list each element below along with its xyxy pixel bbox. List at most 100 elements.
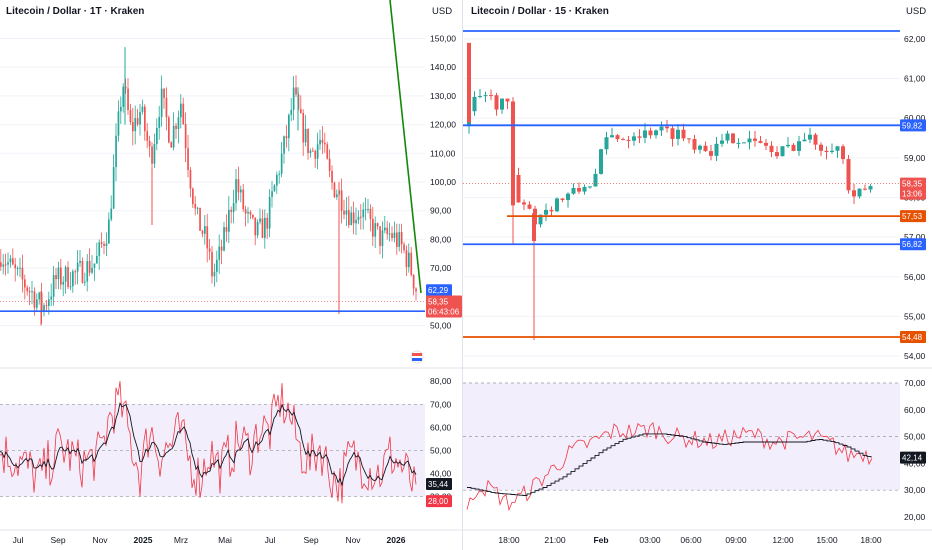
price-tick-label: 100,00 xyxy=(430,177,456,187)
candle-body xyxy=(472,96,477,112)
candle-body xyxy=(412,274,415,289)
candle-body xyxy=(868,186,873,190)
candle-body xyxy=(753,138,757,141)
candle-body xyxy=(141,106,144,112)
candle-big xyxy=(532,213,536,242)
candle-body xyxy=(544,209,548,215)
candle-body xyxy=(96,255,98,264)
candle-body xyxy=(648,130,653,136)
candle-body xyxy=(235,179,237,203)
candle-body xyxy=(304,128,307,143)
candle-body xyxy=(769,145,774,153)
candle-body xyxy=(160,88,163,117)
price-tick-label: 120,00 xyxy=(430,120,456,130)
candle-body xyxy=(218,246,221,260)
candle-body xyxy=(60,267,62,285)
candle-body xyxy=(522,202,526,205)
candle-body xyxy=(108,219,110,244)
candle-body xyxy=(381,230,384,247)
candle-body xyxy=(201,230,204,234)
candle-body xyxy=(103,244,105,246)
price-tick-label: 130,00 xyxy=(430,91,456,101)
candle-body xyxy=(415,288,417,292)
left-chart-panel[interactable]: 150,00 140,00 130,00 120,00 110,00 100,00 90,0… xyxy=(0,0,462,550)
candle-body xyxy=(604,137,609,150)
candle-body xyxy=(384,227,386,231)
candle-body xyxy=(0,262,2,267)
candle-body xyxy=(331,170,333,183)
blue-level-badge xyxy=(426,284,452,297)
candle-body xyxy=(714,143,719,156)
panel-divider[interactable] xyxy=(462,0,463,550)
candle-body xyxy=(478,96,482,98)
candle-body xyxy=(369,208,372,220)
candle-body xyxy=(319,139,321,145)
level-badge-text: 56,82 xyxy=(902,240,923,249)
candle-body xyxy=(621,139,625,141)
candle-body xyxy=(566,193,570,200)
candle-body xyxy=(742,142,746,144)
candle-body xyxy=(403,244,405,251)
candle-body xyxy=(808,134,812,140)
candle-body xyxy=(81,260,84,283)
candle-body xyxy=(357,216,360,220)
rsi-ma-badge xyxy=(426,478,452,491)
rsi-tick-label: 40,00 xyxy=(430,468,452,478)
candle-body xyxy=(295,87,297,95)
price-tick-label: 50,00 xyxy=(430,321,452,331)
candle-body xyxy=(360,216,362,218)
candle-body xyxy=(156,127,158,144)
candle-body xyxy=(79,260,81,263)
candle-body xyxy=(725,133,730,141)
level-badge xyxy=(900,331,926,344)
level-badge xyxy=(900,210,926,223)
candle-body xyxy=(398,231,401,247)
candle-body xyxy=(276,174,278,186)
candle-body xyxy=(86,261,89,282)
price-badge-text: 58,35 xyxy=(428,298,449,307)
candle-body xyxy=(314,150,317,159)
price-tick-label: 70,00 xyxy=(430,263,452,273)
candle-body xyxy=(747,138,752,143)
candle-body xyxy=(780,146,785,157)
right-chart-canvas[interactable]: 62,0061,0060,0059,0058,0057,0056,0055,00… xyxy=(463,0,932,550)
candle-body xyxy=(309,150,312,154)
candle-body xyxy=(396,232,398,247)
rsi-tick-label: 50,00 xyxy=(430,445,452,455)
candle-body xyxy=(244,209,247,214)
left-chart-canvas[interactable]: 150,00 140,00 130,00 120,00 110,00 100,00 90,0… xyxy=(0,0,462,550)
right-currency-label[interactable]: USD xyxy=(906,6,927,17)
candle-body xyxy=(731,133,735,144)
time-tick-label: Jul xyxy=(265,535,276,545)
level-badge xyxy=(900,238,926,251)
price-tick-label: 140,00 xyxy=(430,62,456,72)
candle-body xyxy=(379,226,381,247)
candle-body xyxy=(127,88,129,111)
left-currency-label[interactable]: USD xyxy=(432,6,453,17)
candle-body xyxy=(93,263,96,268)
candle-body xyxy=(194,204,197,209)
candle-body xyxy=(136,118,139,125)
candle-body xyxy=(857,188,862,197)
candle-body xyxy=(252,214,254,218)
time-tick-label: 09:00 xyxy=(725,535,747,545)
candle-body xyxy=(599,149,603,174)
candle-body xyxy=(76,262,79,272)
candle-body xyxy=(196,207,199,209)
candle-body xyxy=(184,124,187,149)
candle-body xyxy=(681,129,686,139)
candle-body xyxy=(84,281,86,283)
price-badge-text: 58,35 xyxy=(902,180,923,189)
candle-body xyxy=(211,251,213,277)
candle-body xyxy=(665,126,669,129)
rsi-line xyxy=(466,421,873,512)
candle-body xyxy=(698,145,702,150)
candle-body xyxy=(249,211,252,215)
candle-body xyxy=(33,291,36,308)
price-tick-label: 90,00 xyxy=(430,206,452,216)
candle-body xyxy=(610,135,614,138)
right-chart-panel[interactable]: 62,0061,0060,0059,0058,0057,0056,0055,00… xyxy=(463,0,932,550)
rsi-ma-badge-text: 42,14 xyxy=(902,454,923,463)
candle-body xyxy=(863,188,867,190)
time-tick-label: 2026 xyxy=(387,535,406,545)
